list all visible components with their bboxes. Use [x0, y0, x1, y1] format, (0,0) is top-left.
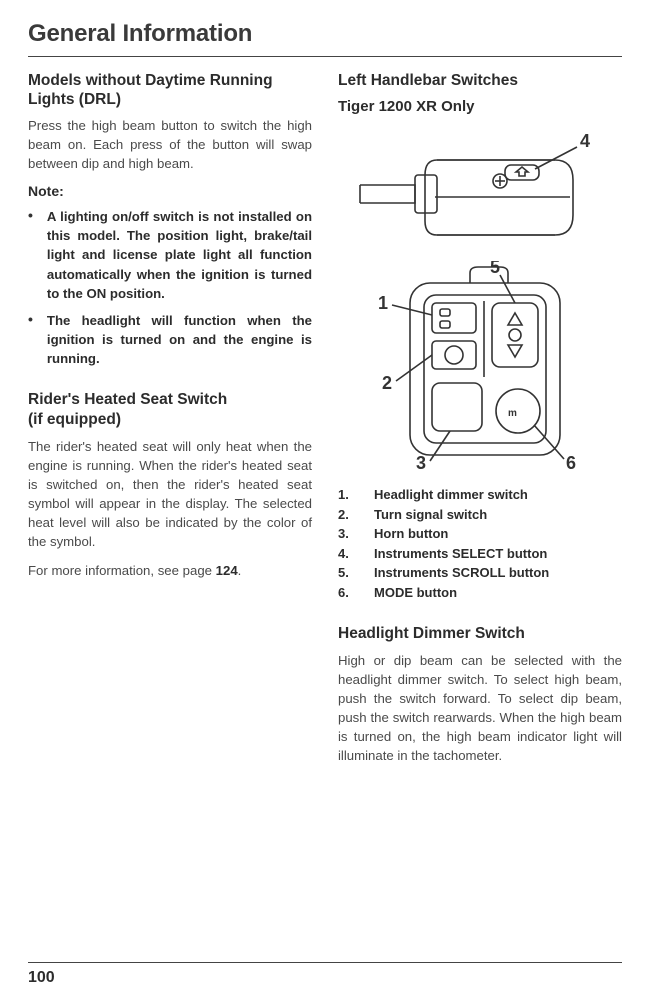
- legend-row: 4.Instruments SELECT button: [338, 544, 622, 564]
- footer: 100: [28, 962, 622, 987]
- columns: Models without Daytime Running Lights (D…: [28, 71, 622, 775]
- sec2-body1: The rider's heated seat will only heat w…: [28, 437, 312, 552]
- right-column: Left Handlebar Switches Tiger 1200 XR On…: [338, 71, 622, 775]
- diagram-label-4: 4: [580, 131, 590, 151]
- sec3-heading: Headlight Dimmer Switch: [338, 624, 622, 644]
- handlebar-front-diagram: m 1 2 3 5 6: [350, 261, 610, 471]
- legend-row: 6.MODE button: [338, 583, 622, 603]
- diagram-label-3: 3: [416, 453, 426, 471]
- legend-text: Turn signal switch: [374, 505, 487, 525]
- legend-num: 1.: [338, 485, 374, 505]
- legend-num: 3.: [338, 524, 374, 544]
- sec2-heading: Rider's Heated Seat Switch (if equipped): [28, 390, 312, 430]
- sec3-body: High or dip beam can be selected with th…: [338, 651, 622, 766]
- legend-text: MODE button: [374, 583, 457, 603]
- legend-row: 5.Instruments SCROLL button: [338, 563, 622, 583]
- diagram-label-5: 5: [490, 261, 500, 277]
- legend-text: Instruments SELECT button: [374, 544, 547, 564]
- sec2-heading-l1: Rider's Heated Seat Switch: [28, 391, 227, 408]
- sec2-heading-l2: (if equipped): [28, 411, 121, 428]
- bullet-icon: •: [28, 207, 33, 303]
- diagram-label-6: 6: [566, 453, 576, 471]
- note-list: • A lighting on/off switch is not instal…: [28, 207, 312, 368]
- legend-row: 2.Turn signal switch: [338, 505, 622, 525]
- legend-row: 1.Headlight dimmer switch: [338, 485, 622, 505]
- legend-num: 4.: [338, 544, 374, 564]
- sec2-body2: For more information, see page 124.: [28, 561, 312, 580]
- left-column: Models without Daytime Running Lights (D…: [28, 71, 312, 775]
- sec1-body: Press the high beam button to switch the…: [28, 116, 312, 173]
- note-item: • The headlight will function when the i…: [28, 311, 312, 368]
- page-title: General Information: [28, 20, 622, 48]
- legend-text: Horn button: [374, 524, 448, 544]
- legend-row: 3.Horn button: [338, 524, 622, 544]
- sec1-heading: Models without Daytime Running Lights (D…: [28, 71, 312, 110]
- page-number: 100: [28, 969, 622, 987]
- bullet-icon: •: [28, 311, 33, 368]
- legend-num: 2.: [338, 505, 374, 525]
- sec2-body2a: For more information, see page: [28, 563, 216, 578]
- handlebar-top-diagram: 4: [355, 125, 605, 255]
- legend-num: 5.: [338, 563, 374, 583]
- diagram-label-1: 1: [378, 293, 388, 313]
- bottom-rule: [28, 962, 622, 963]
- sec2-body2c: .: [238, 563, 242, 578]
- legend-num: 6.: [338, 583, 374, 603]
- page-ref: 124: [216, 563, 238, 578]
- note-item: • A lighting on/off switch is not instal…: [28, 207, 312, 303]
- diagrams: 4: [338, 125, 622, 471]
- legend-text: Headlight dimmer switch: [374, 485, 528, 505]
- right-heading: Left Handlebar Switches: [338, 71, 622, 90]
- legend-text: Instruments SCROLL button: [374, 563, 549, 583]
- top-rule: [28, 56, 622, 57]
- diagram-label-2: 2: [382, 373, 392, 393]
- note-item-text: The headlight will function when the ign…: [47, 311, 312, 368]
- note-label: Note:: [28, 183, 312, 199]
- legend: 1.Headlight dimmer switch 2.Turn signal …: [338, 485, 622, 602]
- right-sub: Tiger 1200 XR Only: [338, 98, 622, 115]
- note-item-text: A lighting on/off switch is not installe…: [47, 207, 312, 303]
- svg-text:m: m: [508, 408, 517, 419]
